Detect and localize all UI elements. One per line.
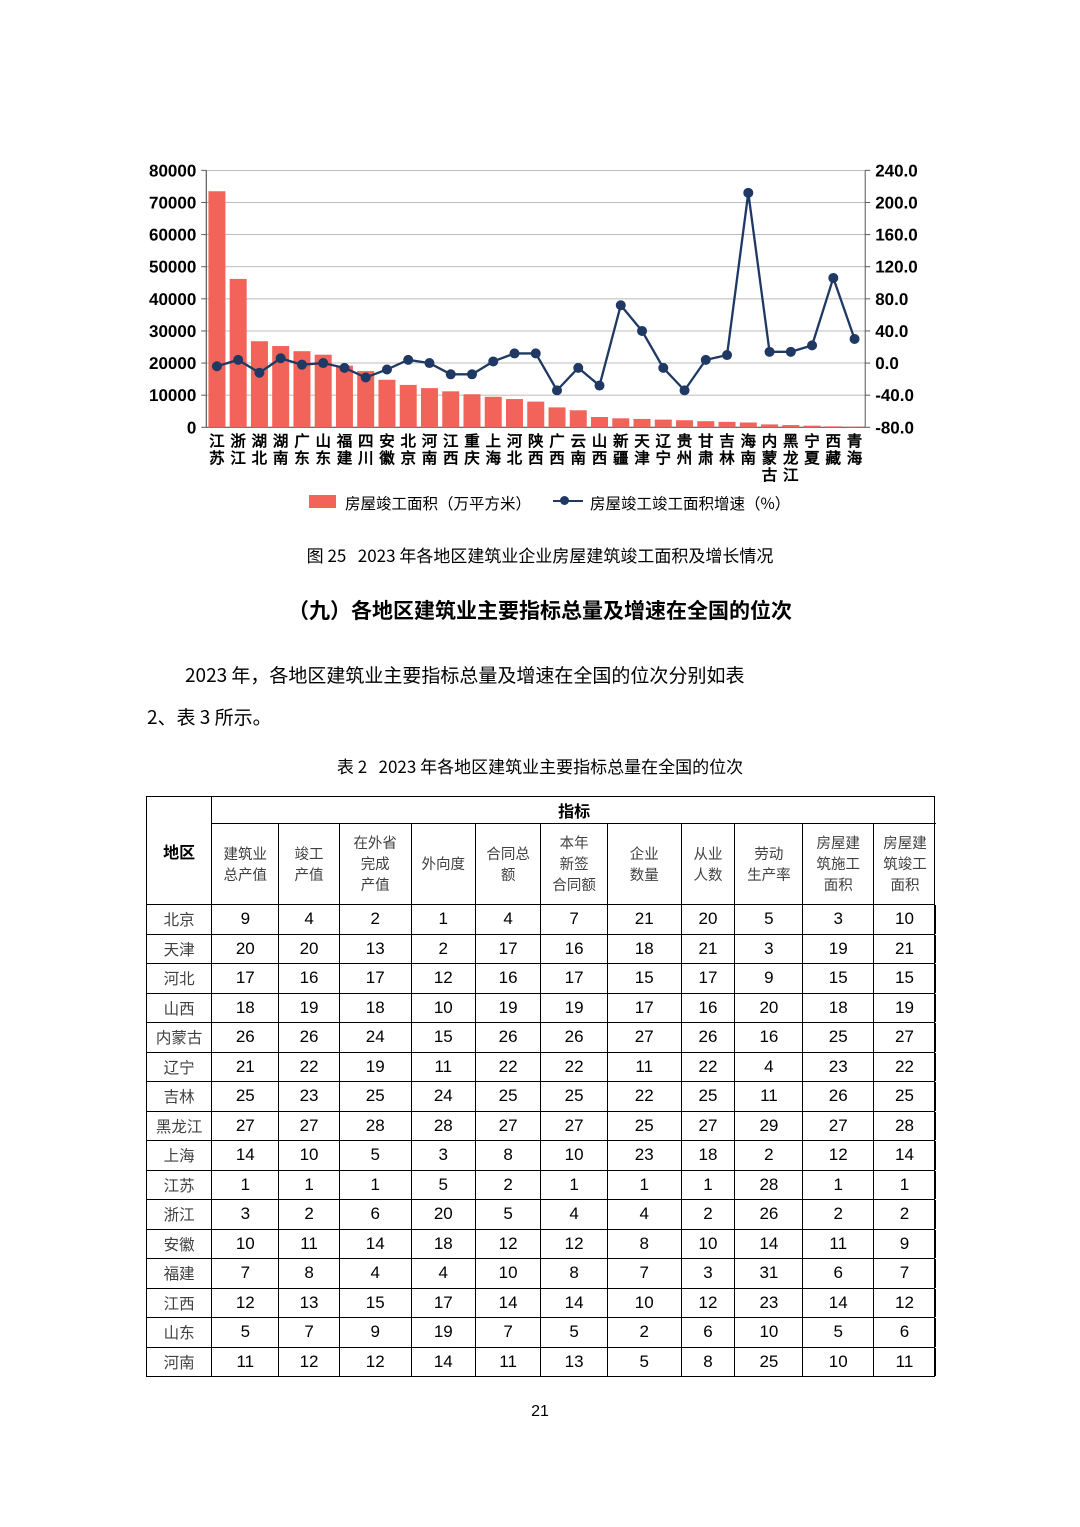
svg-text:西: 西 — [528, 450, 544, 467]
svg-text:湖: 湖 — [273, 432, 289, 450]
svg-text:-40.0: -40.0 — [875, 386, 914, 405]
svg-text:70000: 70000 — [149, 193, 196, 212]
svg-text:上: 上 — [485, 432, 501, 450]
svg-text:50000: 50000 — [149, 258, 196, 277]
svg-text:江: 江 — [783, 466, 799, 484]
svg-text:南: 南 — [273, 449, 289, 467]
svg-text:北: 北 — [252, 449, 268, 467]
svg-text:160.0: 160.0 — [875, 226, 918, 245]
svg-text:-80.0: -80.0 — [875, 418, 914, 437]
svg-text:四: 四 — [358, 433, 374, 450]
svg-text:南: 南 — [422, 449, 438, 467]
svg-text:内: 内 — [762, 432, 778, 450]
svg-text:贵: 贵 — [677, 432, 693, 450]
svg-text:浙: 浙 — [230, 432, 246, 450]
svg-text:江: 江 — [209, 432, 225, 450]
svg-text:南: 南 — [571, 449, 587, 467]
svg-text:重: 重 — [464, 432, 480, 450]
svg-text:新: 新 — [613, 432, 629, 450]
svg-text:疆: 疆 — [613, 450, 629, 467]
svg-text:南: 南 — [741, 449, 757, 467]
svg-text:江: 江 — [443, 432, 459, 450]
svg-text:10000: 10000 — [149, 386, 196, 405]
svg-text:蒙: 蒙 — [762, 449, 778, 467]
svg-text:龙: 龙 — [782, 449, 799, 467]
svg-text:安: 安 — [379, 432, 395, 450]
svg-text:20000: 20000 — [149, 354, 196, 373]
svg-text:建: 建 — [337, 449, 353, 467]
svg-text:州: 州 — [677, 449, 693, 467]
svg-text:0: 0 — [187, 418, 196, 437]
svg-text:津: 津 — [634, 449, 650, 467]
svg-text:徽: 徽 — [378, 449, 395, 467]
svg-text:40.0: 40.0 — [875, 322, 908, 341]
svg-text:北: 北 — [400, 432, 416, 450]
svg-text:藏: 藏 — [826, 449, 842, 467]
svg-text:80000: 80000 — [149, 161, 196, 180]
svg-text:80.0: 80.0 — [875, 290, 908, 309]
svg-text:西: 西 — [826, 433, 842, 450]
svg-text:东: 东 — [294, 449, 310, 467]
svg-text:辽: 辽 — [656, 432, 672, 450]
svg-text:林: 林 — [719, 449, 735, 467]
svg-text:西: 西 — [549, 450, 565, 467]
svg-text:京: 京 — [400, 449, 416, 467]
svg-text:吉: 吉 — [719, 432, 735, 450]
svg-text:西: 西 — [443, 450, 459, 467]
svg-text:40000: 40000 — [149, 290, 196, 309]
svg-text:西: 西 — [592, 450, 608, 467]
svg-text:黑: 黑 — [783, 433, 799, 450]
svg-text:海: 海 — [485, 449, 501, 467]
svg-text:宁: 宁 — [656, 449, 672, 467]
svg-text:山: 山 — [315, 432, 331, 450]
svg-text:30000: 30000 — [149, 322, 196, 341]
svg-text:天: 天 — [634, 433, 650, 450]
svg-text:江: 江 — [230, 449, 246, 467]
svg-text:湖: 湖 — [252, 432, 268, 450]
svg-text:山: 山 — [592, 432, 608, 450]
svg-text:240.0: 240.0 — [875, 161, 918, 180]
svg-text:0.0: 0.0 — [875, 354, 899, 373]
svg-text:海: 海 — [741, 432, 757, 450]
svg-text:庆: 庆 — [464, 449, 480, 467]
svg-text:广: 广 — [294, 432, 310, 450]
svg-text:古: 古 — [762, 466, 778, 484]
svg-text:陕: 陕 — [528, 432, 544, 450]
svg-text:云: 云 — [571, 433, 587, 450]
svg-text:北: 北 — [507, 449, 523, 467]
svg-text:120.0: 120.0 — [875, 258, 918, 277]
svg-text:川: 川 — [357, 450, 374, 467]
svg-text:广: 广 — [549, 432, 565, 450]
svg-text:宁: 宁 — [804, 432, 820, 450]
svg-text:夏: 夏 — [804, 450, 820, 467]
svg-text:东: 东 — [315, 449, 331, 467]
svg-text:苏: 苏 — [209, 449, 225, 467]
svg-text:200.0: 200.0 — [875, 193, 918, 212]
svg-text:青: 青 — [847, 432, 863, 450]
svg-text:河: 河 — [422, 432, 438, 450]
svg-text:肃: 肃 — [698, 449, 714, 467]
svg-text:甘: 甘 — [698, 432, 714, 450]
svg-text:60000: 60000 — [149, 226, 196, 245]
svg-text:河: 河 — [507, 432, 523, 450]
svg-text:福: 福 — [336, 432, 353, 450]
svg-text:海: 海 — [847, 449, 863, 467]
